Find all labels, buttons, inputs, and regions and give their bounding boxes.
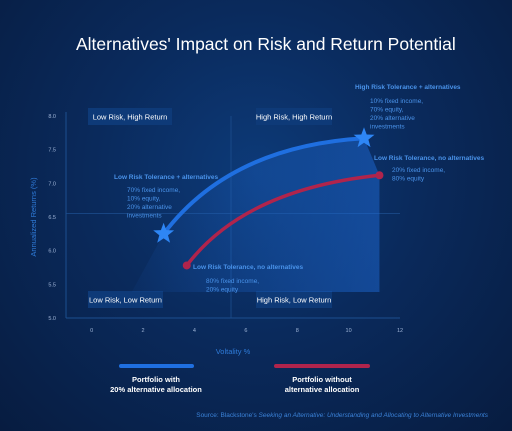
legend-label: 20% alternative allocation	[110, 385, 202, 394]
legend-label: Portfolio without	[292, 375, 352, 384]
x-tick-label: 4	[193, 328, 196, 334]
x-tick-label: 2	[142, 328, 145, 334]
circle-marker-high	[375, 171, 384, 180]
quadrant-top-right: High Risk, High Return	[256, 108, 332, 125]
annotation-low-no-alt: Low Risk Tolerance, no alternatives 80% f…	[193, 264, 303, 294]
y-tick-label: 7.0	[48, 181, 56, 187]
volatility-area	[131, 138, 380, 292]
quadrant-box	[88, 291, 163, 308]
legend-label: Portfolio with	[132, 375, 180, 384]
y-tick-label: 5.5	[48, 282, 56, 288]
annotation-line: 20% alternative	[127, 204, 172, 211]
x-tick-label: 10	[346, 328, 352, 334]
quadrant-label: High Risk, Low Return	[257, 296, 332, 305]
y-tick-label: 6.5	[48, 215, 56, 221]
annotation-high-no-alt: Low Risk Tolerance, no alternatives 20% f…	[374, 155, 484, 183]
annotation-line: 10% equity,	[127, 196, 161, 203]
quadrant-box	[88, 108, 172, 125]
legend-label: alternative allocation	[285, 385, 360, 394]
alt-area-fill	[131, 138, 380, 292]
quadrant-bottom-left: Low Risk, Low Return	[88, 291, 163, 308]
annotation-title: Low Risk Tolerance, no alternatives	[193, 264, 303, 271]
x-tick-label: 12	[397, 328, 403, 334]
quadrant-label: High Risk, High Return	[256, 113, 332, 122]
y-tick-label: 5.0	[48, 316, 56, 322]
annotation-title: Low Risk Tolerance + alternatives	[114, 174, 218, 181]
annotation-low-alt: Low Risk Tolerance + alternatives 70% fix…	[114, 174, 218, 220]
star-marker-low	[153, 222, 175, 243]
annotation-line: 80% equity	[392, 176, 425, 183]
series-line-alt	[161, 136, 367, 236]
circle-marker-low	[182, 261, 191, 270]
annotation-line: investments	[127, 213, 162, 220]
source-prefix: Source: Blackstone's	[196, 412, 259, 419]
quadrant-box	[256, 291, 332, 308]
quadrant-bottom-right: High Risk, Low Return	[256, 291, 332, 308]
x-tick-label: 6	[244, 328, 247, 334]
quadrant-top-left: Low Risk, High Return	[88, 108, 172, 125]
annotation-line: 80% fixed income,	[206, 278, 259, 285]
series-line-no-alt	[185, 173, 382, 268]
source-title: Seeking an Alternative: Understanding an…	[258, 412, 488, 419]
quadrant-label: Low Risk, High Return	[93, 113, 168, 122]
annotation-line: 20% fixed income,	[392, 167, 445, 174]
annotation-title: High Risk Tolerance + alternatives	[355, 84, 461, 91]
annotation-high-alt: High Risk Tolerance + alternatives 10% fi…	[355, 84, 461, 131]
annotation-line: 70% fixed income,	[127, 187, 180, 194]
quadrant-box	[256, 108, 332, 125]
annotation-line: 20% alternative	[370, 115, 415, 122]
annotation-line: 20% equity	[206, 287, 239, 294]
annotation-line: 10% fixed income,	[370, 98, 423, 105]
chart-title: Alternatives' Impact on Risk and Return …	[76, 34, 456, 54]
annotation-line: 70% equity,	[370, 107, 404, 114]
annotation-title: Low Risk Tolerance, no alternatives	[374, 155, 484, 162]
star-marker-high	[353, 127, 375, 148]
quadrant-label: Low Risk, Low Return	[89, 296, 162, 305]
y-tick-label: 6.0	[48, 249, 56, 255]
y-tick-label: 7.5	[48, 148, 56, 154]
y-tick-label: 8.0	[48, 114, 56, 120]
source-note: Source: Blackstone's Seeking an Alternat…	[196, 412, 488, 419]
x-tick-label: 8	[296, 328, 299, 334]
x-axis-title: Voltality %	[216, 347, 251, 356]
annotation-line: investments	[370, 124, 405, 131]
y-axis-title: Annualized Returns (%)	[29, 177, 38, 257]
x-tick-label: 0	[90, 328, 93, 334]
